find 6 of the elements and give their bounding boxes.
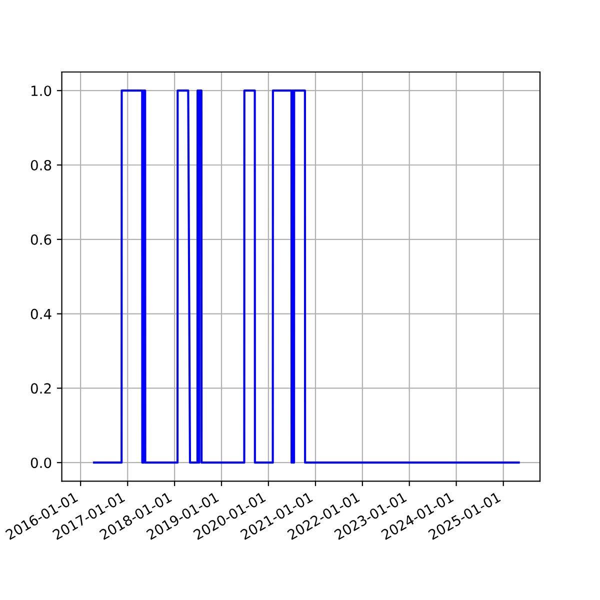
y-tick-label: 0.8: [30, 160, 52, 170]
y-tick-label: 0.4: [30, 308, 52, 320]
y-tick-label: 0.0: [30, 458, 52, 468]
y-tick-label: 1.0: [32, 86, 52, 96]
y-tick-label: 0.2: [30, 383, 51, 394]
y-tick-label: 0.6: [30, 234, 52, 245]
